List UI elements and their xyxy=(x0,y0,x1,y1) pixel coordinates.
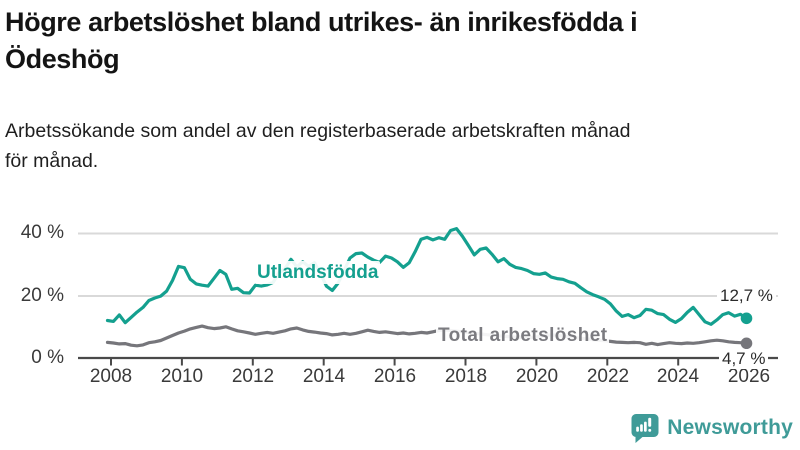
x-tick-label-2012: 2012 xyxy=(231,366,275,387)
end-value-label-total: 4,7 % xyxy=(719,349,769,369)
series-end-dot-total xyxy=(740,337,753,350)
y-tick-label-0: 0 % xyxy=(31,347,64,368)
x-tick-label-2018: 2018 xyxy=(444,366,488,387)
x-tick-label-2014: 2014 xyxy=(302,366,346,387)
x-tick-label-2008: 2008 xyxy=(89,366,133,387)
chart-subtitle: Arbetssökande som andel av den registerb… xyxy=(5,120,631,172)
series-end-dot-utlandsfodda xyxy=(740,312,753,325)
x-tick-label-2020: 2020 xyxy=(515,366,559,387)
series-label-total: Total arbetslöshet xyxy=(436,324,610,347)
end-value-label-utlandsfodda: 12,7 % xyxy=(717,286,776,306)
x-tick-label-2022: 2022 xyxy=(586,366,630,387)
series-line-utlandsfodda xyxy=(105,227,749,326)
newsworthy-brand[interactable]: Newsworthy xyxy=(629,412,793,444)
x-tick-label-2026: 2026 xyxy=(727,366,771,387)
x-tick-label-2010: 2010 xyxy=(160,366,204,387)
y-tick-label-40: 40 % xyxy=(20,222,64,243)
newsworthy-logo-icon xyxy=(631,414,659,443)
newsworthy-brand-text: Newsworthy xyxy=(667,416,793,439)
x-tick-label-2024: 2024 xyxy=(656,366,700,387)
series-label-utlandsfodda: Utlandsfödda xyxy=(255,261,381,284)
series-line-total xyxy=(105,324,749,348)
x-tick-label-2016: 2016 xyxy=(373,366,417,387)
page-title: Högre arbetslöshet bland utrikes- än inr… xyxy=(5,7,638,74)
y-tick-label-20: 20 % xyxy=(20,285,64,306)
x-axis-ticks xyxy=(110,357,751,366)
